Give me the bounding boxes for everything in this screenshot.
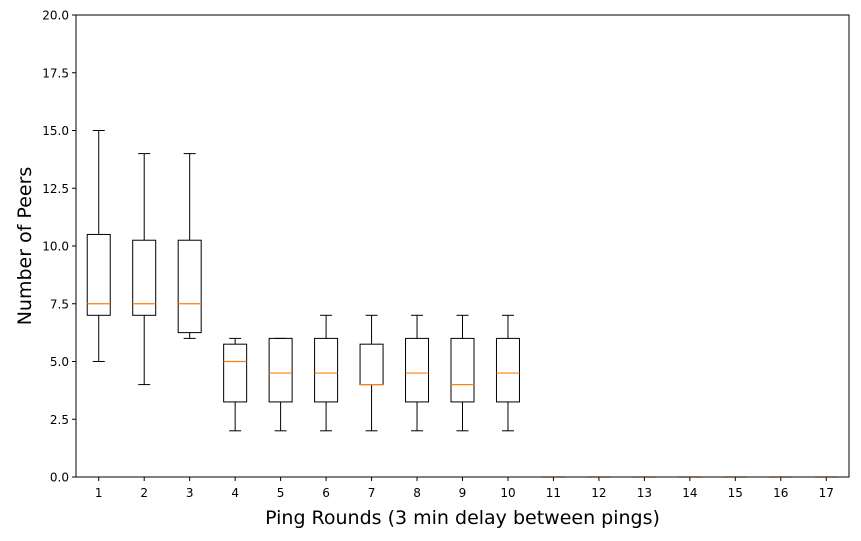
- x-tick-label: 14: [682, 486, 697, 500]
- x-tick-label: 2: [140, 486, 148, 500]
- y-axis-label: Number of Peers: [14, 167, 36, 326]
- x-tick-label: 7: [368, 486, 376, 500]
- x-tick-label: 5: [277, 486, 285, 500]
- box-9: [450, 314, 475, 432]
- x-axis-label: Ping Rounds (3 min delay between pings): [265, 507, 660, 529]
- x-tick-label: 6: [322, 486, 330, 500]
- x-tick-label: 11: [546, 486, 561, 500]
- iqr-box: [405, 337, 430, 403]
- iqr-box: [177, 239, 202, 334]
- iqr-box: [223, 343, 248, 403]
- x-tick-label: 4: [231, 486, 239, 500]
- box-5: [268, 337, 293, 432]
- x-tick-label: 1: [95, 486, 103, 500]
- x-tick-label: 3: [186, 486, 194, 500]
- y-tick-label: 5.0: [50, 355, 69, 369]
- box-3: [177, 153, 202, 339]
- x-tick-label: 15: [728, 486, 743, 500]
- y-tick-label: 10.0: [42, 240, 69, 254]
- box-10: [495, 314, 520, 432]
- x-tick-label: 10: [500, 486, 515, 500]
- x-tick-label: 16: [773, 486, 788, 500]
- axes-frame: [75, 14, 850, 478]
- box-2: [132, 153, 157, 386]
- box-4: [223, 337, 248, 432]
- iqr-box: [450, 337, 475, 403]
- iqr-box: [86, 233, 111, 316]
- box-8: [405, 314, 430, 432]
- y-tick-label: 17.5: [42, 66, 69, 80]
- iqr-box: [268, 337, 293, 403]
- iqr-box: [132, 239, 157, 316]
- y-tick-label: 0.0: [50, 471, 69, 485]
- x-tick-label: 13: [637, 486, 652, 500]
- x-tick-label: 12: [591, 486, 606, 500]
- y-tick-label: 12.5: [42, 182, 69, 196]
- y-tick-label: 2.5: [50, 413, 69, 427]
- x-tick-label: 17: [819, 486, 834, 500]
- y-tick-label: 20.0: [42, 9, 69, 23]
- box-1: [86, 130, 111, 362]
- iqr-box: [359, 343, 384, 386]
- y-tick-label: 15.0: [42, 124, 69, 138]
- iqr-box: [314, 337, 339, 403]
- x-tick-label: 8: [413, 486, 421, 500]
- box-7: [359, 314, 384, 432]
- x-tick-label: 9: [459, 486, 467, 500]
- box-6: [314, 314, 339, 432]
- plot-area: 0.02.55.07.510.012.515.017.520.01 2 3 4 5 6 7 8…: [42, 9, 850, 500]
- iqr-box: [495, 337, 520, 403]
- y-tick-label: 7.5: [50, 297, 69, 311]
